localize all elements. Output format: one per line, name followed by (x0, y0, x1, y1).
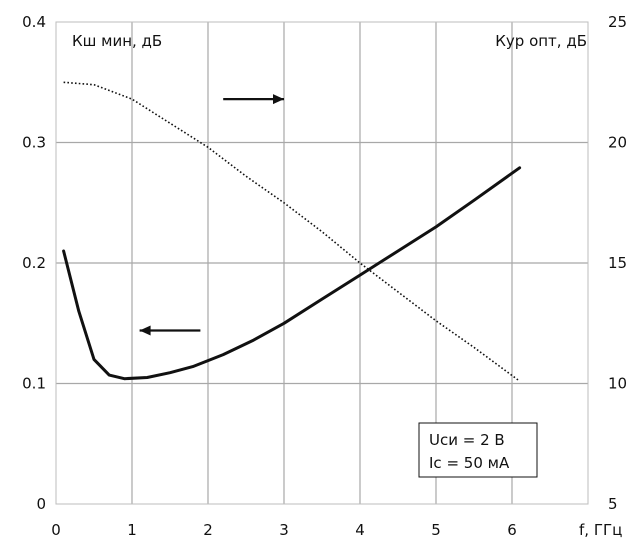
x-tick-label: 6 (507, 521, 517, 539)
y-right-axis-title: Кур опт, дБ (495, 32, 587, 50)
x-tick-label: 4 (355, 521, 365, 539)
arrow-layer (139, 94, 284, 336)
y-right-tick-label: 20 (608, 134, 627, 152)
arrow-right (223, 94, 284, 105)
series-layer (62, 81, 522, 382)
y-right-tick-label: 25 (608, 13, 627, 31)
series-line-right (63, 81, 521, 382)
annotation-box: Uси = 2 В Ic = 50 мА (418, 422, 538, 478)
y-left-tick-label: 0.2 (22, 254, 46, 272)
y-right-tick-label: 15 (608, 254, 627, 272)
y-left-tick-labels: 0 0.1 0.2 0.3 0.4 (22, 13, 46, 513)
x-tick-label: 1 (127, 521, 137, 539)
x-tick-label: 5 (431, 521, 441, 539)
arrow-head (273, 94, 284, 105)
y-left-tick-label: 0.1 (22, 375, 46, 393)
y-right-tick-label: 10 (608, 375, 627, 393)
y-left-tick-label: 0 (36, 495, 46, 513)
plot-frame (55, 21, 589, 505)
series-line-left (62, 166, 522, 381)
x-tick-label: 3 (279, 521, 289, 539)
y-right-tick-labels: 5 10 15 20 25 (608, 13, 627, 513)
x-tick-label: 0 (51, 521, 61, 539)
y-left-tick-label: 0.4 (22, 13, 46, 31)
arrow-left (139, 325, 201, 336)
annotation-line-voltage: Uси = 2 В (429, 431, 505, 449)
grid (56, 22, 588, 504)
y-right-tick-label: 5 (608, 495, 618, 513)
annotation-line-current: Ic = 50 мА (429, 454, 510, 472)
annotation-frame (418, 422, 538, 478)
x-axis-title: f, ГГц (579, 521, 622, 539)
arrow-head (139, 325, 151, 336)
y-left-axis-title: Кш мин, дБ (72, 32, 162, 50)
x-tick-label: 2 (203, 521, 213, 539)
y-left-tick-label: 0.3 (22, 134, 46, 152)
x-tick-labels: 0 1 2 3 4 5 6 (51, 521, 517, 539)
